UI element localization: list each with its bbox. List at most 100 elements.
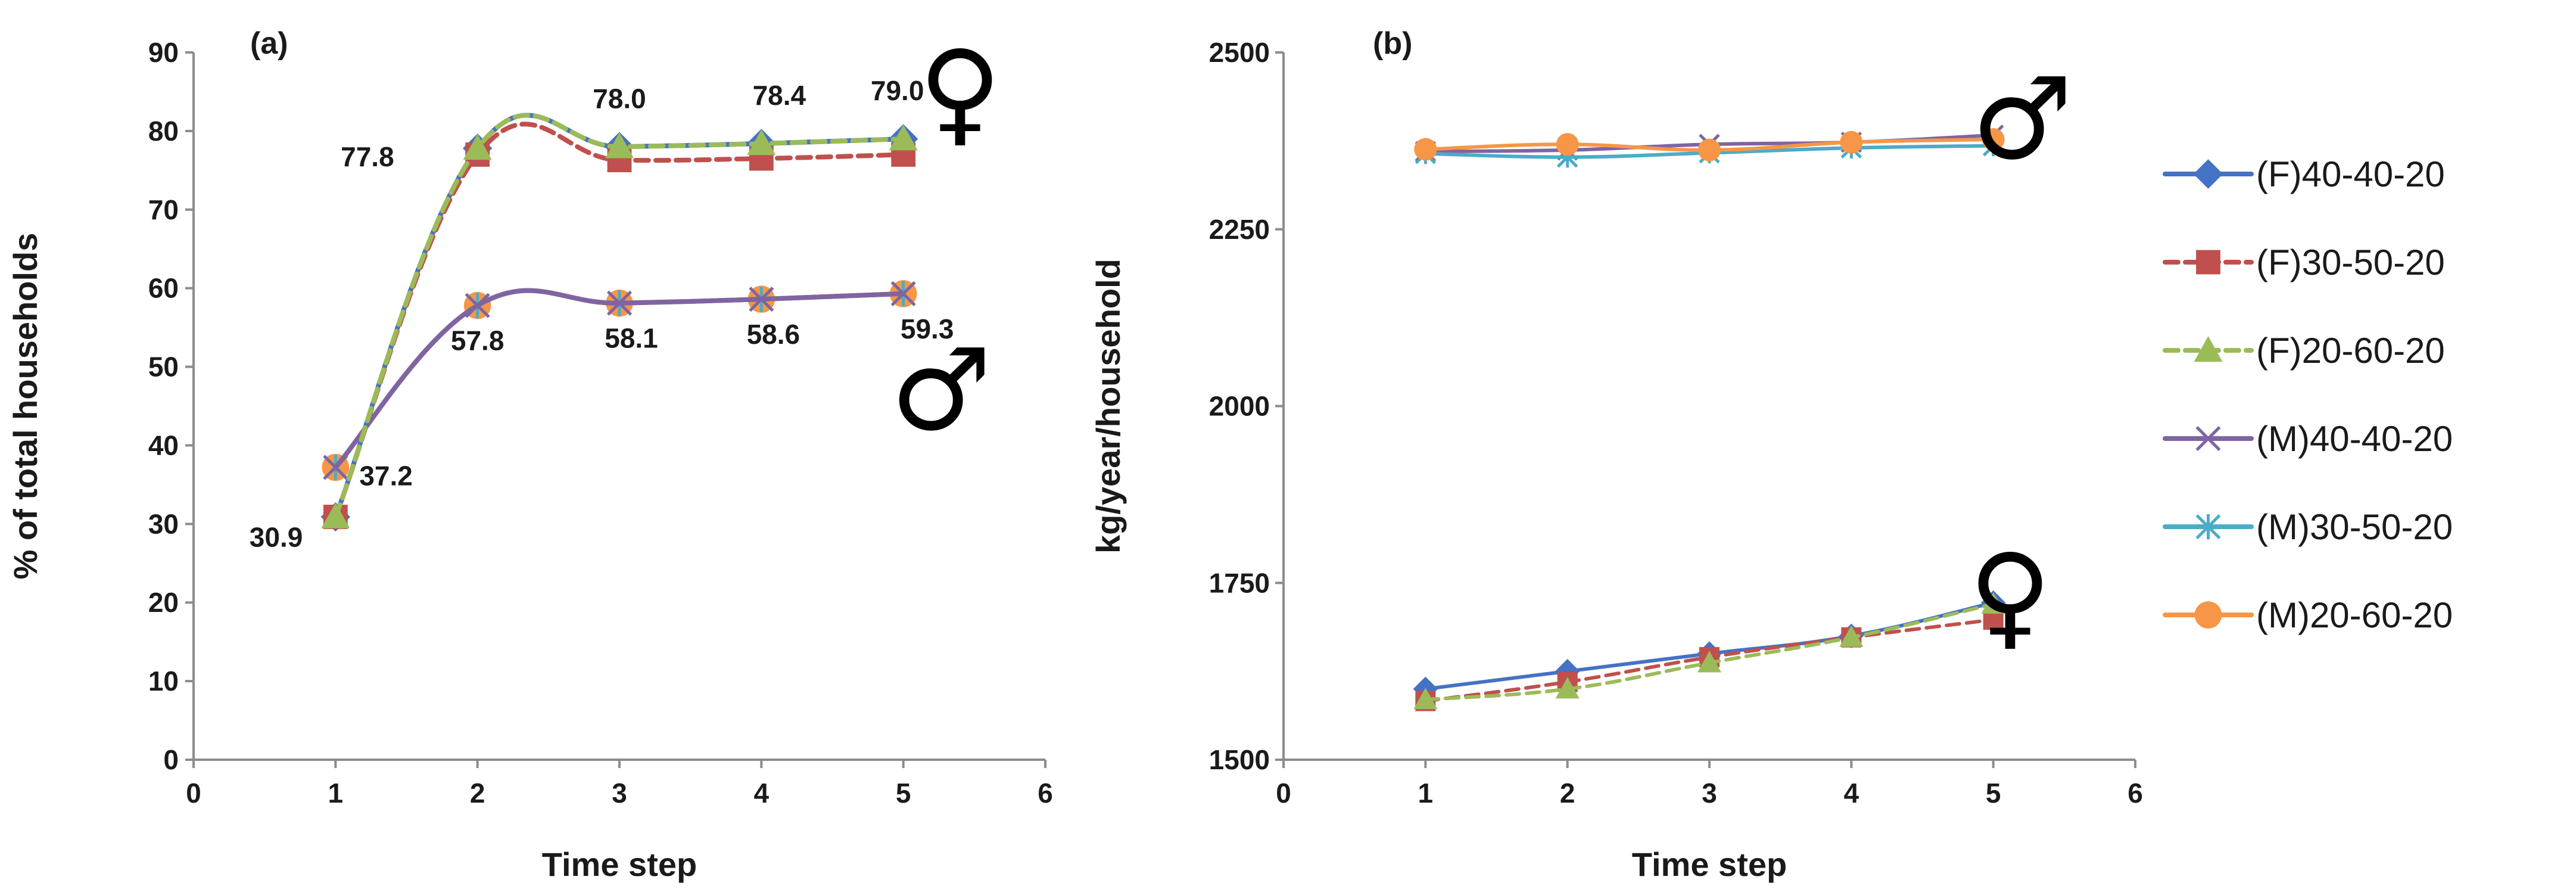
panel-a-y-tick-label: 30 (148, 508, 179, 539)
legend-item-label: (F)20-60-20 (2256, 331, 2445, 371)
panel-a-chart: 0 10 20 30 40 50 60 70 80 90 0 1 2 3 4 5 6 Time step % of … (7, 26, 1053, 883)
panel-a-y-tick-label: 40 (148, 430, 179, 461)
panel-a-y-tick-label: 50 (148, 352, 179, 383)
panel-b-x-tick-label: 6 (2128, 778, 2143, 809)
panel-a-x-tick-label: 1 (328, 778, 344, 809)
panel-b-data-point (1839, 625, 1864, 647)
panel-b-x-tick-label: 4 (1844, 778, 1859, 809)
panel-a-x-tick-label: 4 (754, 778, 770, 809)
legend-item: (M)30-50-20 (2163, 507, 2453, 547)
panel-a-x-tick-label: 6 (1038, 778, 1053, 809)
panel-a-male-data-label: 59.3 (901, 313, 954, 344)
panel-a-female-data-label: 77.8 (341, 141, 394, 172)
panel-a-female-symbol: ♀ (918, 26, 1001, 158)
panel-b-x-tick-label: 5 (1986, 778, 2001, 809)
legend-swatch-marker (2195, 514, 2221, 540)
panel-a-y-tick-label: 20 (148, 587, 179, 618)
panel-a-female-data-label: 79.0 (871, 75, 924, 106)
panel-a-series-line (333, 288, 906, 470)
panel-a-data-point (465, 293, 490, 318)
panel-b-data-point (1413, 688, 1438, 710)
legend-item-label: (M)20-60-20 (2256, 595, 2453, 635)
panel-a-y-tick-label: 80 (148, 116, 179, 147)
panel-a-y-axis-title: % of total households (7, 233, 44, 580)
panel-b-y-tick-label: 1500 (1209, 744, 1270, 775)
panel-a-data-point (749, 287, 774, 312)
panel-a-y-tick-label: 90 (148, 37, 179, 68)
panel-a-data-point (747, 129, 776, 156)
panel-a-x-tick-label: 5 (896, 778, 911, 809)
panel-a-data-point (321, 502, 350, 529)
panel-a-female-data-label: 78.4 (753, 80, 806, 111)
legend-item: (F)20-60-20 (2163, 331, 2445, 371)
panel-b-x-tick-label: 3 (1702, 778, 1717, 809)
panel-a-x-tick-label: 3 (612, 778, 627, 809)
legend: (F)40-40-20 (F)30-50-20 (F)20-60-20 (M)40-4… (2163, 154, 2453, 635)
panel-a-series-line (333, 288, 906, 470)
panel-a-male-data-label: 57.8 (451, 325, 504, 356)
panel-a-y-tick-label: 10 (148, 666, 179, 697)
panel-b-label: (b) (1373, 26, 1412, 61)
panel-b-data-point (1414, 138, 1437, 161)
panel-b-x-axis-title: Time step (1632, 846, 1787, 883)
panel-a-y-tick-label: 60 (148, 273, 179, 304)
panel-b-data-point (1556, 133, 1579, 156)
legend-swatch-marker (2195, 426, 2221, 451)
legend-item: (F)30-50-20 (2163, 243, 2445, 282)
panel-a-male-symbol: ♂ (890, 324, 992, 456)
panel-a-series-4 (323, 281, 916, 480)
panel-b-chart: 1500 1750 2000 2250 2500 0 1 2 3 4 5 6 Time step kg/y… (1089, 26, 2143, 883)
panel-a-series-2 (321, 113, 918, 529)
panel-a-female-data-label: 78.0 (593, 83, 646, 114)
panel-a-label: (a) (250, 26, 288, 61)
panel-b-y-tick-label: 1750 (1209, 567, 1270, 598)
panel-b-data-point (1555, 677, 1580, 699)
panel-b-series-0 (1413, 590, 2006, 702)
legend-swatch-marker (2194, 336, 2223, 362)
panel-b-x-tick-label: 1 (1418, 778, 1434, 809)
panel-b-data-point (1982, 128, 2005, 151)
legend-item-label: (M)40-40-20 (2256, 419, 2453, 459)
legend-swatch-marker (2194, 601, 2222, 629)
legend-swatch-marker (2196, 250, 2220, 275)
legend-item: (M)20-60-20 (2163, 595, 2453, 635)
panel-b-data-point (1698, 138, 1721, 161)
panel-a-y-tick-label: 70 (148, 194, 179, 225)
panel-a-data-point (463, 133, 492, 160)
legend-item-label: (M)30-50-20 (2256, 507, 2453, 547)
panel-a-series-line (333, 288, 906, 470)
panel-a-male-data-label: 58.6 (747, 319, 800, 350)
panel-a-male-data-label: 37.2 (359, 460, 413, 491)
legend-item: (F)40-40-20 (2163, 154, 2445, 194)
panel-a-y-tick-label: 0 (163, 744, 179, 775)
panel-a-x-tick-label: 0 (186, 778, 201, 809)
legend-item-label: (F)30-50-20 (2256, 243, 2445, 282)
panel-b-data-point (1697, 651, 1721, 673)
legend-item: (M)40-40-20 (2163, 419, 2453, 459)
panel-b-series-5 (1414, 128, 2005, 161)
legend-swatch-marker (2193, 159, 2223, 189)
panel-b-data-point (1981, 592, 2005, 614)
panel-a-data-point (323, 455, 348, 480)
panel-b-data-point (1840, 130, 1863, 154)
panel-b-y-tick-label: 2250 (1209, 214, 1270, 245)
panel-b-x-tick-label: 2 (1560, 778, 1575, 809)
panel-b-y-tick-label: 2000 (1209, 391, 1270, 422)
panel-a-x-axis-title: Time step (542, 846, 697, 883)
panel-b-y-tick-label: 2500 (1209, 37, 1270, 68)
panel-a-data-point (889, 125, 918, 151)
legend-item-label: (F)40-40-20 (2256, 154, 2445, 194)
panel-a-female-data-label: 30.9 (250, 521, 303, 552)
panel-a-series-line (333, 113, 906, 520)
panel-a-data-point (890, 281, 916, 306)
panel-b-series-2 (1413, 592, 2005, 710)
panel-a-series-line (333, 122, 906, 520)
panel-b-male-symbol: ♂ (1971, 53, 2073, 185)
panel-b-y-axis-title: kg/year/household (1089, 259, 1127, 554)
panel-b-female-symbol: ♀ (1968, 530, 2051, 661)
panel-a-series-3 (323, 281, 916, 480)
panel-a-male-data-label: 58.1 (605, 323, 658, 354)
panel-b-x-tick-label: 0 (1276, 778, 1291, 809)
panel-a-x-tick-label: 2 (470, 778, 485, 809)
